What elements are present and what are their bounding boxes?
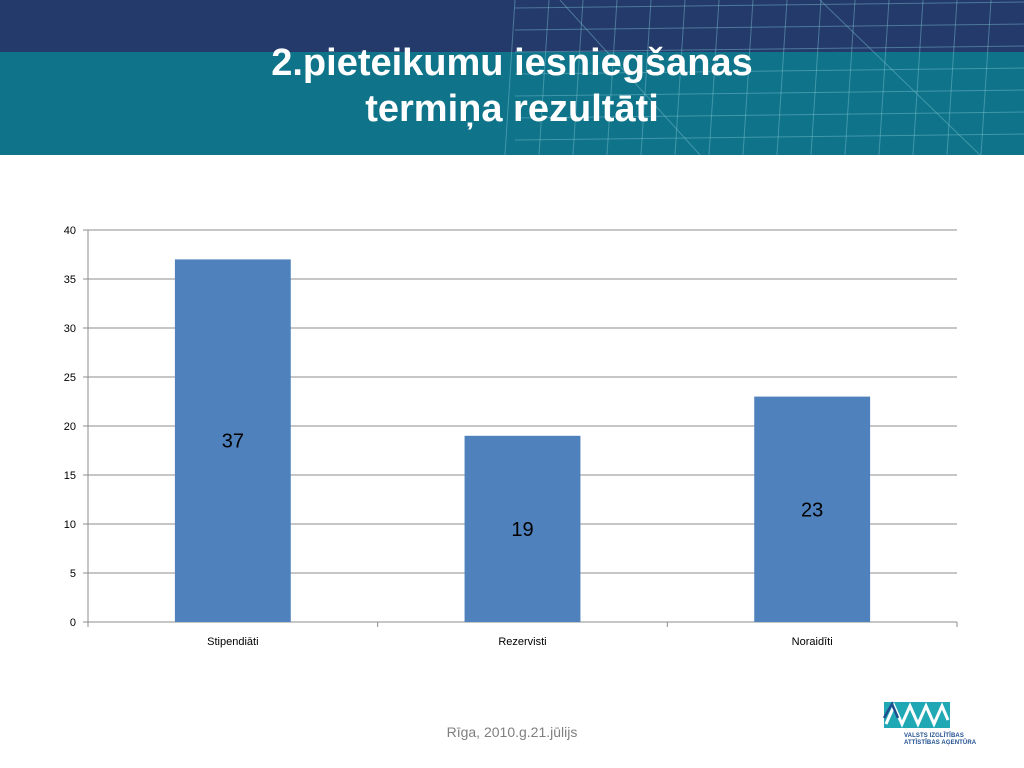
title-line-2: termiņa rezultāti [365,88,659,130]
grid-line [674,0,686,155]
bar-noraidīti [754,396,871,622]
y-tick-label: 20 [64,421,76,433]
grid-line [980,0,992,155]
y-tick-label: 0 [70,617,76,629]
data-label: 23 [801,499,823,521]
data-label: 19 [511,519,533,541]
grid-line [776,0,788,155]
title-line-1: 2.pieteikumu iesniegšanas [271,42,753,84]
grid-line [572,0,584,155]
agency-logo: VALSTS IZGLĪTĪBAS ATTĪSTĪBAS AĢENTŪRA [880,700,976,748]
grid-line [559,0,701,155]
footer-date: Rīga, 2010.g.21.jūlijs [446,724,578,740]
grid-line [514,45,1024,53]
bar-chart: 0 5 10 15 20 25 30 35 40 37 Stipendiāti 19 Rezervist… [64,225,958,648]
x-category-label: Stipendiāti [207,636,258,648]
grid-line [819,0,981,155]
grid-line [742,0,754,155]
y-tick-label: 30 [64,323,76,335]
y-tick-label: 40 [64,225,76,237]
grid-line [640,0,652,155]
grid-line [514,89,1024,97]
x-category-label: Rezervisti [498,636,546,648]
y-tick-label: 15 [64,470,76,482]
grid-line [514,67,1024,75]
page-title: 2.pieteikumu iesniegšanas termiņa rezult… [0,40,1024,132]
y-tick-label: 10 [64,519,76,531]
grid-line [514,23,1024,31]
grid-line [538,0,550,155]
grid-line [504,0,516,155]
x-category-label: Noraidīti [792,636,833,648]
data-label: 37 [222,431,244,453]
building-grid-decoration [504,0,1024,155]
header-top-band [0,0,1024,52]
grid-line [514,133,1024,141]
grid-line [912,0,924,155]
bar-rezervisti [464,435,581,622]
logo-wave-icon [882,701,950,728]
grid-line [810,0,822,155]
grid-line [514,111,1024,119]
grid-line [708,0,720,155]
grid-line [606,0,618,155]
logo-line-2: ATTĪSTĪBAS AĢENTŪRA [904,740,977,746]
grid-line [878,0,890,155]
grid-line [514,1,1024,9]
grid-lines [504,0,1024,155]
grid-line [844,0,856,155]
y-tick-label: 5 [70,568,76,580]
slide-header: 2.pieteikumu iesniegšanas termiņa rezult… [0,0,1024,155]
logo-line-1: VALSTS IZGLĪTĪBAS [904,733,964,739]
bar-stipendiāti [174,259,291,622]
logo-accent [882,701,900,719]
y-tick-label: 25 [64,372,76,384]
grid-line [946,0,958,155]
y-tick-label: 35 [64,274,76,286]
